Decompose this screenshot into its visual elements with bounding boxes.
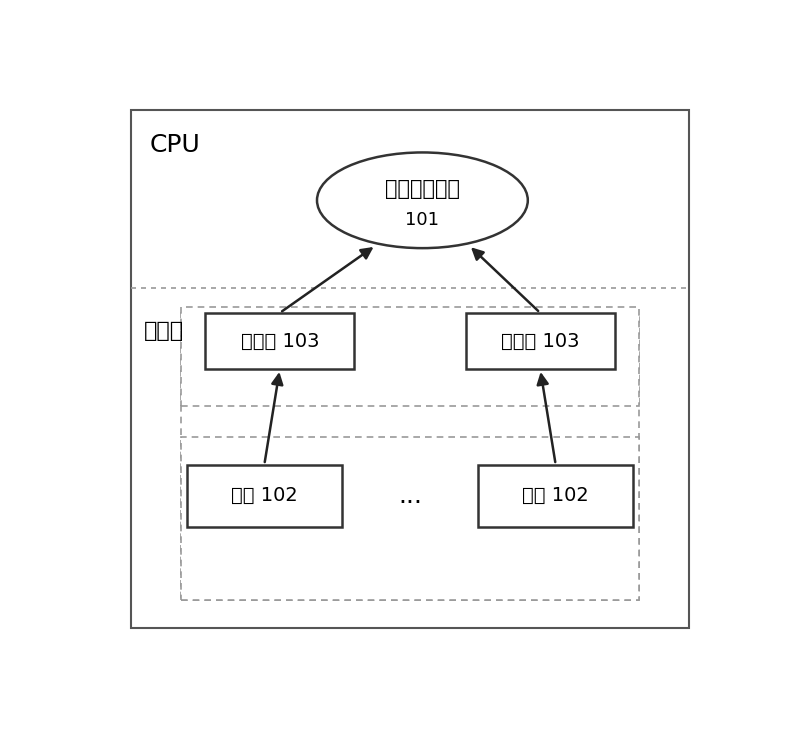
Text: 数据区 103: 数据区 103	[241, 332, 319, 350]
Text: 活性检测任务: 活性检测任务	[385, 179, 460, 199]
Bar	[181, 307, 639, 406]
Text: 微引擎: 微引擎	[143, 322, 183, 341]
Bar	[187, 465, 342, 527]
Bar	[181, 313, 639, 600]
Bar	[206, 313, 354, 369]
Bar	[478, 465, 634, 527]
Text: 101: 101	[406, 211, 439, 229]
Text: 数据区 103: 数据区 103	[501, 332, 579, 350]
Text: 微码 102: 微码 102	[231, 486, 298, 505]
Bar	[466, 313, 614, 369]
Text: 微码 102: 微码 102	[522, 486, 589, 505]
Bar	[181, 436, 639, 600]
Text: ...: ...	[398, 484, 422, 508]
Ellipse shape	[317, 153, 528, 248]
Text: CPU: CPU	[150, 133, 200, 156]
